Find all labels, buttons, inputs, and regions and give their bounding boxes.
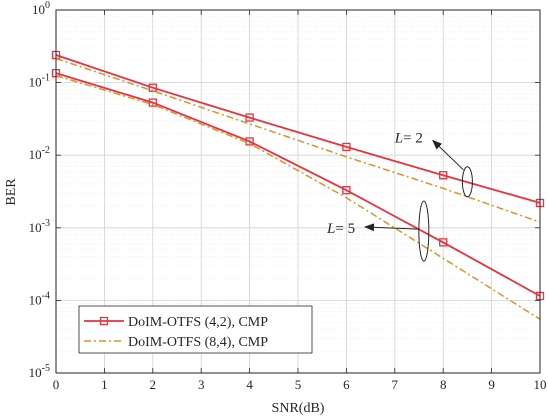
annotation-label: L= 5 bbox=[326, 221, 355, 237]
legend-box bbox=[78, 305, 313, 354]
y-tick-label: 10-4 bbox=[29, 290, 50, 307]
legend: DoIM-OTFS (4,2), CMP DoIM-OTFS (8,4), CMP bbox=[78, 305, 313, 354]
annotation-symbol: L bbox=[394, 130, 403, 146]
series-1-marker bbox=[148, 98, 157, 107]
annotation-ellipse bbox=[418, 200, 430, 262]
y-tick-exponent: -3 bbox=[42, 218, 50, 229]
annotation-symbol: L bbox=[326, 221, 335, 237]
y-tick-exponent: 0 bbox=[45, 0, 50, 11]
annotation-label: L= 2 bbox=[394, 130, 423, 146]
x-tick-label: 4 bbox=[246, 377, 253, 392]
y-tick-label: 10-1 bbox=[29, 73, 50, 90]
series-1-marker bbox=[342, 142, 351, 152]
x-tick-label: 8 bbox=[440, 377, 447, 392]
x-tick-label: 7 bbox=[392, 377, 399, 392]
y-tick-base: 10 bbox=[29, 292, 42, 307]
y-axis-label: BER bbox=[4, 178, 19, 206]
y-tick-exponent: -5 bbox=[42, 363, 50, 374]
series-1-marker bbox=[439, 238, 448, 247]
annotation-ellipse bbox=[461, 166, 473, 198]
x-tick-label: 2 bbox=[150, 377, 157, 392]
series-layer bbox=[51, 50, 545, 320]
legend-label-2: DoIM-OTFS (8,4), CMP bbox=[128, 335, 268, 350]
x-axis-label: SNR(dB) bbox=[272, 401, 325, 416]
series-1-marker bbox=[342, 186, 351, 195]
y-tick-exponent: -2 bbox=[42, 145, 50, 156]
y-tick-base: 10 bbox=[32, 2, 45, 17]
series-1-marker bbox=[439, 171, 448, 180]
y-tick-exponent: -4 bbox=[42, 290, 50, 301]
annotation-value: = 2 bbox=[403, 130, 423, 146]
grid bbox=[56, 10, 540, 373]
x-tick-label: 9 bbox=[488, 377, 495, 392]
series-1-line-1 bbox=[55, 54, 541, 204]
legend-marker-1 bbox=[99, 316, 109, 326]
y-tick-base: 10 bbox=[29, 365, 42, 380]
series-1-marker bbox=[245, 113, 254, 122]
annotation-value: = 5 bbox=[335, 221, 355, 237]
y-tick-label: 10-5 bbox=[29, 363, 50, 380]
x-tick-label: 0 bbox=[53, 377, 60, 392]
y-tick-base: 10 bbox=[29, 75, 42, 90]
x-tick-label: 1 bbox=[101, 377, 108, 392]
y-tick-base: 10 bbox=[29, 220, 42, 235]
series-1-marker bbox=[148, 83, 157, 92]
series-1-line-2 bbox=[55, 72, 541, 297]
legend-label-1: DoIM-OTFS (4,2), CMP bbox=[128, 315, 268, 330]
y-tick-label: 10-2 bbox=[29, 145, 50, 162]
annotation-arrow bbox=[364, 223, 418, 232]
x-tick-label: 5 bbox=[295, 377, 302, 392]
annotation-arrow bbox=[432, 139, 464, 171]
y-tick-exponent: -1 bbox=[42, 73, 50, 84]
series-2-line-2 bbox=[55, 74, 541, 320]
y-tick-base: 10 bbox=[29, 147, 42, 162]
y-tick-label: 10-3 bbox=[29, 218, 50, 235]
annotations: L= 2L= 5 bbox=[326, 130, 473, 262]
x-tick-label: 6 bbox=[343, 377, 350, 392]
y-tick-label: 100 bbox=[32, 0, 50, 17]
series-2-line-1 bbox=[55, 57, 541, 223]
x-tick-label: 3 bbox=[198, 377, 205, 392]
x-tick-label: 10 bbox=[534, 377, 547, 392]
